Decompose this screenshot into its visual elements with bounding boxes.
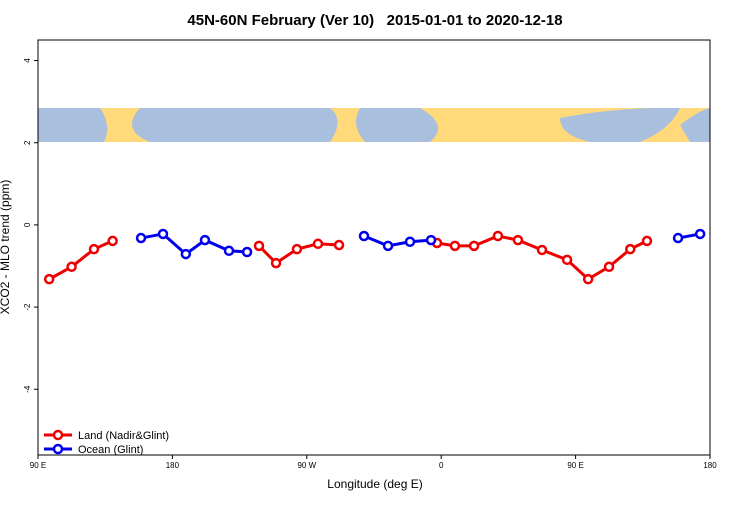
y-tick-label: -4 [23,385,32,393]
data-point [449,240,461,252]
data-point [270,257,282,269]
data-point [694,228,706,240]
x-tick-label: 0 [439,461,444,470]
x-tick-label: 90 W [297,461,316,470]
data-point [582,273,594,285]
map-ocean [132,108,338,142]
x-tick-label: 180 [703,461,717,470]
data-point [672,232,684,244]
x-axis-label: Longitude (deg E) [327,477,422,491]
map-ocean [356,108,438,142]
map-ocean [38,108,108,142]
data-point [312,238,324,250]
data-point [199,234,211,246]
data-point [641,235,653,247]
data-point [625,243,636,255]
y-tick-label: 2 [23,140,32,145]
x-tick-label: 90 E [567,461,583,470]
data-point [333,239,345,251]
data-point [603,261,615,273]
data-point [468,240,480,252]
legend-marker [52,443,64,455]
data-point [512,234,524,246]
map-ocean [560,108,680,142]
data-point [492,230,504,242]
data-point [425,234,437,246]
data-point [107,235,118,247]
plot-frame [37,39,711,456]
y-tick-label: -2 [23,303,32,311]
y-tick-label: 0 [23,222,32,227]
data-point [358,230,370,242]
data-point [291,243,303,255]
legend-label: Land (Nadir&Glint) [78,430,169,442]
data-point [135,232,147,244]
data-point [180,248,192,260]
data-point [253,240,265,252]
data-point [88,243,100,255]
data-point [536,244,548,256]
map-band [38,108,710,142]
data-point [223,245,235,257]
data-point [561,254,573,266]
chart-title: 45N-60N February (Ver 10) 2015-01-01 to … [187,12,562,29]
data-point [404,236,416,247]
data-point [157,228,169,240]
legend-label: Ocean (Glint) [78,444,143,456]
legend-marker [52,429,64,441]
y-tick-label: 4 [23,58,32,63]
map-ocean [680,108,710,142]
x-tick-label: 180 [166,461,180,470]
data-point [66,261,77,273]
x-tick-label: 90 E [30,461,46,470]
y-axis-label: XCO2 - MLO trend (ppm) [0,180,12,315]
data-point [43,273,55,285]
data-point [241,246,253,258]
data-point [382,240,394,252]
